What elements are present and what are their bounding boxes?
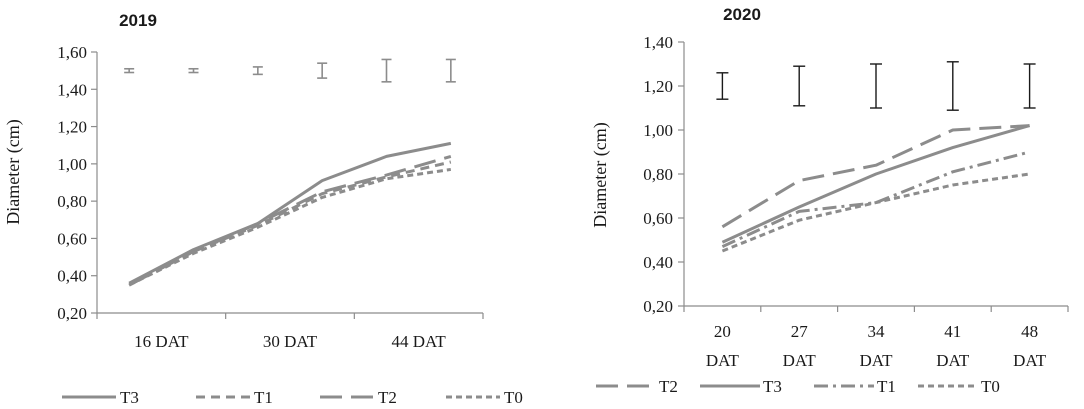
chart-2019: 2019 Diameter (cm) 0,20 0,40 0,60 0,80 1,00 1… — [3, 11, 523, 407]
chart-2020-series-line-t2 — [721, 124, 1030, 229]
chart-2019-legend-label-t3: T3 — [120, 388, 139, 407]
chart-2019-legend: T3 T1 T2 T0 — [62, 388, 523, 407]
chart-2019-legend-label-t1: T1 — [254, 388, 273, 407]
chart-2020-y-tick-label: 0,20 — [643, 297, 673, 316]
chart-2020-y-tick-label: 0,80 — [643, 165, 673, 184]
chart-2019-x-tick-label: 30 DAT — [263, 332, 318, 351]
chart-2020-y-tick-label: 0,60 — [643, 209, 673, 228]
chart-2020-y-tick-label: 0,40 — [643, 253, 673, 272]
chart-2020-y-tick-label: 1,20 — [643, 77, 673, 96]
chart-2020-legend-label-t0: T0 — [981, 377, 1000, 396]
chart-2020-series — [721, 124, 1031, 253]
chart-2020-x-tick-label: 41 — [944, 322, 961, 341]
chart-2020-axes: 0,20 0,40 0,60 0,80 1,00 1,20 1,40 20 DAT 27 DAT 34… — [643, 33, 1069, 370]
chart-2019-x-tick-label: 16 DAT — [134, 332, 189, 351]
chart-2019-y-tick-label: 0,40 — [57, 267, 87, 286]
chart-2020-legend: T2 T3 T1 T0 — [596, 377, 1000, 396]
chart-2020: 2020 Diameter (cm) 0,20 0,40 0,60 0,80 1,00 1… — [590, 5, 1069, 396]
chart-2020-series-line-t1 — [721, 150, 1030, 248]
chart-2020-series-line-t0 — [721, 172, 1030, 253]
chart-2020-series-line-t3 — [721, 124, 1031, 244]
chart-2020-x-tick-label: DAT — [1013, 351, 1047, 370]
chart-2020-legend-label-t1: T1 — [877, 377, 896, 396]
chart-2019-legend-label-t2: T2 — [378, 388, 397, 407]
chart-2019-title: 2019 — [119, 11, 157, 30]
chart-2019-error-bars — [124, 58, 456, 83]
chart-2019-y-tick-label: 1,40 — [57, 80, 87, 99]
chart-2020-y-tick-label: 1,40 — [643, 33, 673, 52]
chart-2019-legend-label-t0: T0 — [504, 388, 523, 407]
chart-2019-series-line-t1 — [128, 160, 452, 287]
chart-2020-x-tick-label: 27 — [791, 322, 809, 341]
chart-2019-x-tick-label: 44 DAT — [392, 332, 447, 351]
chart-2019-series-line-t2 — [128, 154, 452, 287]
chart-2020-y-tick-label: 1,00 — [643, 121, 673, 140]
chart-2020-x-tick-label: DAT — [859, 351, 893, 370]
chart-2020-y-axis-label: Diameter (cm) — [590, 122, 611, 227]
chart-2019-y-axis-label: Diameter (cm) — [3, 119, 24, 224]
chart-2019-y-tick-label: 1,00 — [57, 155, 87, 174]
chart-2020-legend-label-t3: T3 — [763, 377, 782, 396]
chart-2020-x-tick-label: DAT — [936, 351, 970, 370]
chart-2020-x-tick-label: 48 — [1021, 322, 1038, 341]
chart-2019-y-tick-label: 1,60 — [57, 43, 87, 62]
chart-2019-series-line-t0 — [128, 167, 452, 287]
chart-2020-x-tick-label: DAT — [783, 351, 817, 370]
chart-2019-series-line-t3 — [128, 141, 452, 285]
chart-2019-y-tick-label: 0,60 — [57, 229, 87, 248]
chart-2019-y-tick-label: 1,20 — [57, 118, 87, 137]
chart-2019-y-tick-label: 0,80 — [57, 192, 87, 211]
chart-2020-x-tick-label: 20 — [714, 322, 731, 341]
chart-2019-axes: 0,20 0,40 0,60 0,80 1,00 1,20 1,40 1,60 16 DAT 30… — [57, 43, 484, 351]
chart-2020-x-tick-label: DAT — [706, 351, 740, 370]
chart-2019-series — [128, 141, 452, 287]
chart-2020-legend-label-t2: T2 — [659, 377, 678, 396]
chart-2020-error-bars — [716, 61, 1036, 111]
chart-2019-y-tick-label: 0,20 — [57, 304, 87, 323]
chart-2020-title: 2020 — [723, 5, 761, 24]
chart-2020-x-tick-label: 34 — [868, 322, 886, 341]
